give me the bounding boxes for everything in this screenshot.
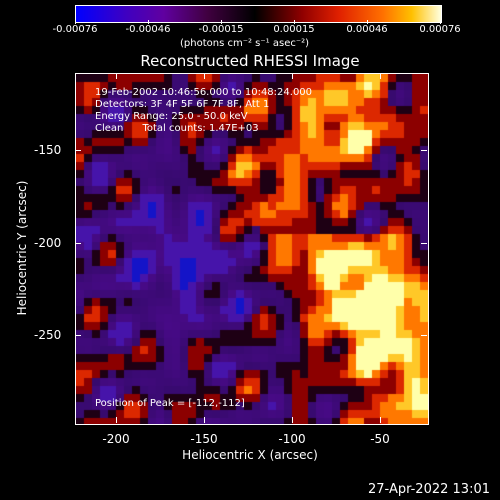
x-tick-mark-top xyxy=(204,73,205,79)
info-detectors: Detectors: 3F 4F 5F 6F 7F 8F, Att 1 xyxy=(95,99,270,110)
y-tick-label: -150 xyxy=(34,143,62,157)
colorbar-tick-label: -0.00015 xyxy=(198,24,244,35)
colorbar-tick-mark xyxy=(148,20,149,24)
x-axis-label: Heliocentric X (arcsec) xyxy=(182,448,318,462)
colorbar-tick-mark xyxy=(367,20,368,24)
peak-position: Position of Peak = [-112,-112] xyxy=(95,398,245,409)
y-tick-label: -200 xyxy=(34,236,62,250)
x-tick-mark xyxy=(292,417,293,423)
colorbar-tick-label: -0.00076 xyxy=(52,24,98,35)
colorbar-tick-mark xyxy=(294,20,295,24)
y-tick-mark xyxy=(75,243,81,244)
colorbar xyxy=(75,5,442,23)
x-tick-label: -100 xyxy=(278,432,306,446)
y-tick-mark xyxy=(75,335,81,336)
colorbar-tick-label: 0.00046 xyxy=(346,24,388,35)
rhessi-image xyxy=(76,74,428,424)
colorbar-tick-label: 0.00076 xyxy=(419,24,461,35)
y-tick-mark-right xyxy=(421,150,427,151)
timestamp: 27-Apr-2022 13:01 xyxy=(368,482,490,497)
image-title: Reconstructed RHESSI Image xyxy=(140,52,360,70)
colorbar-tick-mark xyxy=(440,20,441,24)
y-tick-label: -250 xyxy=(34,328,62,342)
x-tick-mark xyxy=(204,417,205,423)
info-time: 19-Feb-2002 10:46:56.000 to 10:48:24.000 xyxy=(95,87,313,98)
x-tick-mark-top xyxy=(116,73,117,79)
colorbar-tick-mark xyxy=(75,20,76,24)
colorbar-tick-mark xyxy=(221,20,222,24)
y-axis-label: Heliocentric Y (arcsec) xyxy=(15,180,29,316)
y-tick-mark-right xyxy=(421,335,427,336)
x-tick-mark-top xyxy=(380,73,381,79)
plot-area: 19-Feb-2002 10:46:56.000 to 10:48:24.000… xyxy=(75,73,429,425)
x-tick-label: -50 xyxy=(370,432,390,446)
y-tick-mark xyxy=(75,150,81,151)
y-tick-mark-right xyxy=(421,243,427,244)
x-tick-mark xyxy=(380,417,381,423)
info-energy: Energy Range: 25.0 - 50.0 keV xyxy=(95,111,248,122)
x-tick-mark xyxy=(116,417,117,423)
x-tick-label: -200 xyxy=(102,432,130,446)
info-clean: Clean Total counts: 1.47E+03 xyxy=(95,123,259,134)
colorbar-unit: (photons cm⁻² s⁻¹ asec⁻²) xyxy=(180,38,310,49)
colorbar-tick-label: 0.00015 xyxy=(273,24,315,35)
x-tick-label: -150 xyxy=(190,432,218,446)
colorbar-tick-label: -0.00046 xyxy=(125,24,171,35)
x-tick-mark-top xyxy=(292,73,293,79)
